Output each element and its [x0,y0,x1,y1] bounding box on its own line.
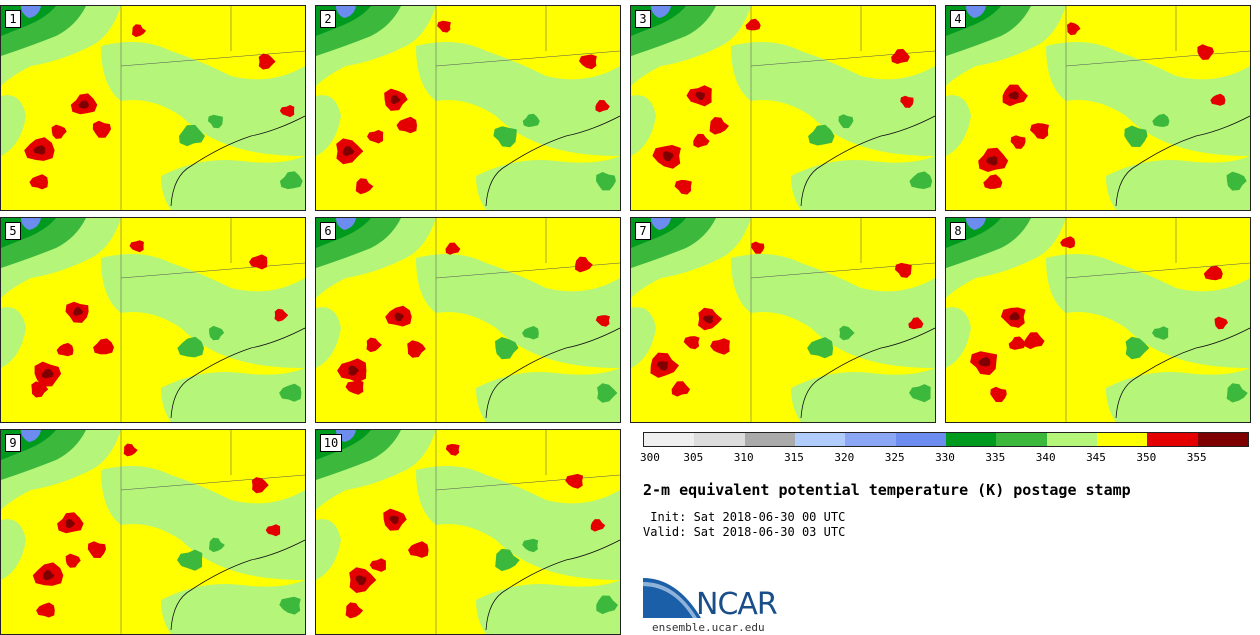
panel-map [316,6,620,210]
colorbar-segment [1147,433,1198,446]
colorbar-tick-label: 300 [640,451,660,464]
init-time: Init: Sat 2018-06-30 00 UTC [643,510,846,524]
panel-map [1,218,305,422]
colorbar-segment [1197,433,1248,446]
colorbar-segment [895,433,946,446]
panel-map [946,6,1250,210]
panel-number-label: 7 [635,222,651,240]
colorbar-segment [996,433,1047,446]
ensemble-panel-2: 2 [315,5,621,211]
colorbar-tick-label: 335 [985,451,1006,464]
colorbar-segment [644,433,695,446]
panel-map [316,430,620,634]
panel-map [1,6,305,210]
panel-number-label: 9 [5,434,21,452]
panel-map [946,218,1250,422]
colorbar [643,432,1249,447]
ensemble-panel-5: 5 [0,217,306,423]
valid-time: Valid: Sat 2018-06-30 03 UTC [643,525,846,539]
ensemble-panel-6: 6 [315,217,621,423]
panel-number-label: 6 [320,222,336,240]
ensemble-panel-7: 7 [630,217,936,423]
colorbar-tick-label: 340 [1035,451,1056,464]
ensemble-panel-1: 1 [0,5,306,211]
colorbar-segment [744,433,795,446]
ensemble-panel-4: 4 [945,5,1251,211]
ensemble-panel-9: 9 [0,429,306,635]
panel-map [631,6,935,210]
colorbar-segment [1096,433,1148,446]
colorbar-segment [945,433,997,446]
panel-number-label: 10 [320,434,342,452]
colorbar-tick-label: 325 [884,451,905,464]
colorbar-tick-label: 355 [1186,451,1207,464]
panel-map [1,430,305,634]
logo-text: NCAR [696,587,778,622]
ensemble-panel-8: 8 [945,217,1251,423]
colorbar-tick-label: 315 [784,451,804,464]
colorbar-tick-label: 305 [683,451,704,464]
panel-number-label: 1 [5,10,21,28]
panel-number-label: 8 [950,222,966,240]
colorbar-tick-label: 345 [1086,451,1106,464]
colorbar-tick-label: 310 [733,451,754,464]
colorbar-tick-label: 320 [834,451,855,464]
panel-number-label: 5 [5,222,21,240]
panel-number-label: 2 [320,10,336,28]
colorbar-ticks: 300 305 310 315 320 325 330 335 340 345 350 355 [640,451,1247,465]
panel-number-label: 3 [635,10,651,28]
panel-map [631,218,935,422]
ensemble-panel-3: 3 [630,5,936,211]
colorbar-tick-label: 350 [1136,451,1157,464]
colorbar-tick-label: 330 [935,451,955,464]
colorbar-segment [694,433,745,446]
panel-number-label: 4 [950,10,966,28]
colorbar-segment [1046,433,1097,446]
colorbar-segment [845,433,896,446]
panel-map [316,218,620,422]
logo-url[interactable]: ensemble.ucar.edu [652,621,765,634]
page-title: 2-m equivalent potential temperature (K)… [643,481,1131,499]
ensemble-panel-10: 10 [315,429,621,635]
ncar-logo-icon [643,578,701,618]
colorbar-segment [794,433,846,446]
